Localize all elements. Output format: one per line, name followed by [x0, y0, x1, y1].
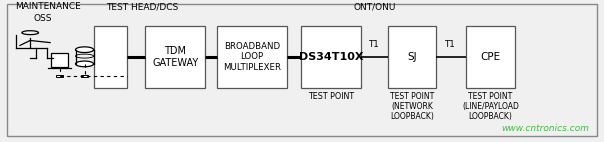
Text: OSS: OSS: [33, 14, 52, 23]
Text: TEST HEAD/DCS: TEST HEAD/DCS: [106, 2, 178, 11]
Text: TDM
GATEWAY: TDM GATEWAY: [152, 46, 198, 68]
Text: CPE: CPE: [480, 52, 501, 62]
Bar: [94, 26, 127, 88]
Text: TEST POINT
(NETWORK
LOOPBACK): TEST POINT (NETWORK LOOPBACK): [390, 92, 434, 121]
Text: MAINTENANCE: MAINTENANCE: [15, 2, 81, 11]
Text: BROADBAND
LOOP
MULTIPLEXER: BROADBAND LOOP MULTIPLEXER: [223, 42, 281, 72]
Text: DS34T10X: DS34T10X: [299, 52, 363, 62]
Ellipse shape: [76, 47, 94, 53]
Bar: [56, 75, 63, 77]
Bar: [388, 26, 436, 88]
Bar: [466, 26, 515, 88]
Bar: [217, 26, 287, 88]
Ellipse shape: [76, 61, 94, 67]
Bar: [51, 53, 68, 67]
Bar: [301, 26, 361, 88]
Text: www.cntronics.com: www.cntronics.com: [501, 124, 589, 133]
Text: TEST POINT
(LINE/PAYLOAD
LOOPBACK): TEST POINT (LINE/PAYLOAD LOOPBACK): [462, 92, 519, 121]
Text: ONT/ONU: ONT/ONU: [353, 2, 396, 11]
Text: TEST POINT: TEST POINT: [308, 92, 354, 101]
Text: T1: T1: [368, 40, 379, 49]
Bar: [145, 26, 205, 88]
Text: T1: T1: [445, 40, 456, 49]
Text: SJ: SJ: [407, 52, 417, 62]
Bar: [81, 75, 88, 77]
